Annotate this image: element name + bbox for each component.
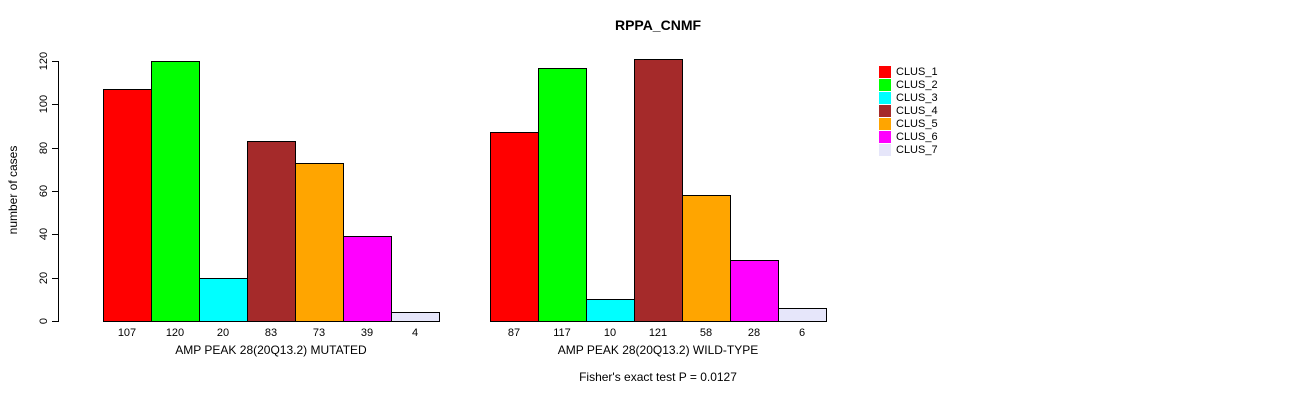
bar-clus_2 bbox=[151, 61, 200, 322]
bar-value-label: 121 bbox=[648, 327, 668, 339]
y-axis-label: number of cases bbox=[6, 145, 20, 235]
y-axis-tick bbox=[52, 104, 58, 106]
legend-swatch bbox=[879, 92, 891, 105]
bar-clus_4 bbox=[247, 141, 296, 322]
legend-label: CLUS_5 bbox=[896, 118, 938, 130]
bar-clus_6 bbox=[730, 260, 779, 322]
bar-clus_3 bbox=[586, 299, 635, 322]
bar-clus_7 bbox=[778, 308, 827, 322]
bar-value-label: 28 bbox=[747, 327, 761, 339]
legend-swatch bbox=[879, 143, 891, 156]
y-axis-tick-label: 120 bbox=[38, 51, 50, 71]
bar-clus_4 bbox=[634, 59, 683, 322]
legend-label: CLUS_1 bbox=[896, 66, 938, 79]
bar-value-label: 120 bbox=[165, 327, 185, 339]
bar-value-label: 39 bbox=[360, 327, 374, 339]
legend-label: CLUS_3 bbox=[896, 92, 938, 105]
bar-value-label: 6 bbox=[798, 327, 806, 339]
legend-swatch bbox=[879, 66, 891, 79]
y-axis-tick bbox=[52, 277, 58, 279]
legend-item-clus_7: CLUS_7 bbox=[879, 143, 938, 156]
legend-swatch bbox=[879, 130, 891, 143]
footnote: Fisher's exact test P = 0.0127 bbox=[579, 370, 737, 384]
legend-label: CLUS_4 bbox=[896, 105, 938, 118]
legend-item-clus_5: CLUS_5 bbox=[879, 118, 938, 131]
y-axis-tick bbox=[52, 147, 58, 149]
y-axis-tick-label: 0 bbox=[38, 317, 50, 325]
bar-value-label: 87 bbox=[507, 327, 521, 339]
bar-value-label: 83 bbox=[264, 327, 278, 339]
legend-swatch bbox=[879, 79, 891, 92]
y-axis-tick-label: 60 bbox=[38, 184, 50, 198]
bar-clus_7 bbox=[391, 312, 440, 322]
bar-clus_6 bbox=[343, 236, 392, 322]
bar-value-label: 107 bbox=[117, 327, 137, 339]
bar-value-label: 10 bbox=[603, 327, 617, 339]
x-axis-group-label: AMP PEAK 28(20Q13.2) WILD-TYPE bbox=[557, 343, 759, 357]
bar-value-label: 117 bbox=[553, 327, 571, 339]
y-axis-tick-label: 40 bbox=[38, 228, 50, 241]
bar-clus_1 bbox=[103, 89, 152, 322]
legend-item-clus_1: CLUS_1 bbox=[879, 66, 938, 79]
y-axis-tick bbox=[52, 234, 58, 236]
y-axis-tick-label: 20 bbox=[38, 271, 50, 284]
legend-item-clus_4: CLUS_4 bbox=[879, 105, 938, 118]
legend-label: CLUS_6 bbox=[896, 130, 938, 143]
bar-clus_5 bbox=[295, 163, 344, 322]
y-axis-tick-label: 100 bbox=[38, 95, 50, 114]
legend-label: CLUS_7 bbox=[896, 143, 938, 156]
x-axis-group-label: AMP PEAK 28(20Q13.2) MUTATED bbox=[175, 343, 367, 357]
legend-label: CLUS_2 bbox=[896, 79, 938, 92]
chart-title: RPPA_CNMF bbox=[614, 17, 702, 33]
y-axis-line bbox=[58, 61, 59, 322]
legend: CLUS_1 CLUS_2 CLUS_3 CLUS_4 CLUS_5 CLUS_6 CLUS… bbox=[879, 66, 938, 156]
y-axis-tick bbox=[52, 191, 58, 192]
legend-item-clus_6: CLUS_6 bbox=[879, 130, 938, 143]
y-axis-tick bbox=[52, 61, 58, 62]
legend-swatch bbox=[879, 118, 891, 130]
bar-value-label: 4 bbox=[411, 327, 419, 339]
legend-swatch bbox=[879, 105, 891, 118]
legend-item-clus_3: CLUS_3 bbox=[879, 92, 938, 105]
bar-clus_2 bbox=[538, 68, 587, 322]
bar-clus_3 bbox=[199, 278, 248, 322]
bar-clus_5 bbox=[682, 195, 731, 322]
y-axis-tick-label: 80 bbox=[38, 141, 50, 154]
bar-value-label: 20 bbox=[216, 327, 230, 339]
legend-item-clus_2: CLUS_2 bbox=[879, 79, 938, 92]
bar-value-label: 73 bbox=[312, 327, 326, 339]
bar-value-label: 58 bbox=[699, 327, 713, 339]
bar-clus_1 bbox=[490, 132, 539, 322]
y-axis-tick bbox=[52, 321, 58, 322]
